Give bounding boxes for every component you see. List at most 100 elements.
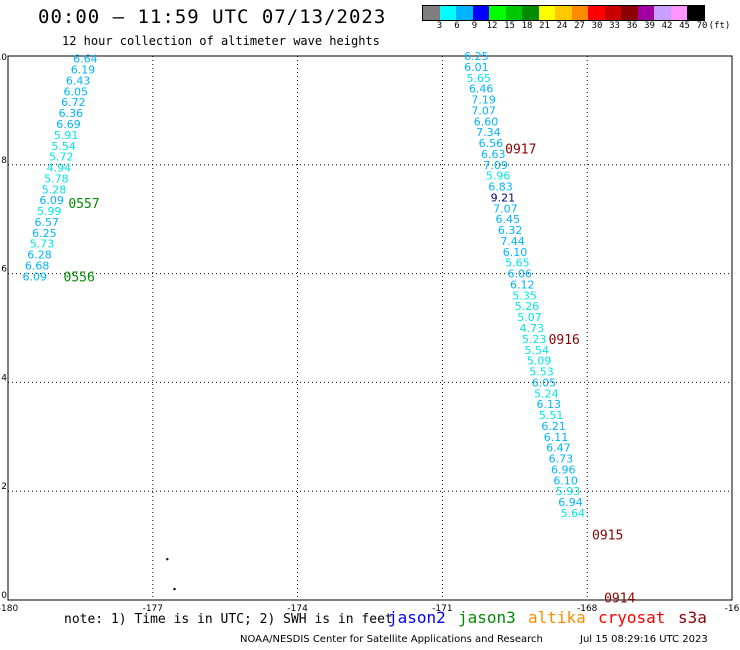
- swh-value-label: 5.99: [37, 205, 62, 218]
- swh-value-label: 5.64: [561, 507, 586, 520]
- color-scale-cell: [472, 6, 489, 20]
- swh-value-label: 6.94: [558, 496, 583, 509]
- color-scale-label: 27: [574, 21, 585, 31]
- x-tick-label: -180: [0, 604, 18, 614]
- swh-value-label: 6.47: [546, 442, 571, 455]
- mission-legend-item: cryosat: [598, 608, 666, 627]
- swh-value-label: 5.54: [51, 140, 76, 153]
- swh-value-label: 7.07: [493, 202, 517, 215]
- swh-value-label: 6.10: [553, 474, 578, 487]
- swh-value-label: 6.12: [510, 278, 535, 291]
- swh-value-label: 4.94: [47, 162, 72, 175]
- swh-value-label: 6.06: [508, 268, 533, 281]
- x-tick-label: -171: [432, 604, 452, 614]
- x-tick-label: -168: [577, 604, 598, 614]
- swh-value-label: 6.56: [479, 137, 504, 150]
- swh-value-label: 6.69: [56, 118, 80, 131]
- color-scale-cell: [604, 6, 621, 20]
- swh-value-label: 6.28: [27, 249, 52, 262]
- swh-value-label: 4.73: [520, 322, 545, 335]
- swh-value-label: 5.24: [534, 387, 559, 400]
- swh-value-label: 6.09: [22, 270, 47, 283]
- swh-value-label: 5.51: [539, 409, 564, 422]
- swh-value-label: 6.36: [59, 107, 84, 120]
- swh-value-label: 6.96: [551, 463, 576, 476]
- color-scale-labels: 3 6 9 12 15 18 21 24 27 30 33 36 39 42 45 70 (ft): [422, 21, 732, 33]
- swh-value-label: 9.21: [491, 191, 515, 204]
- color-scale-cell: [522, 6, 539, 20]
- mission-legend-item: altika: [528, 608, 586, 627]
- color-scale-label: (ft): [708, 21, 731, 31]
- pass-time-label: 0917: [505, 142, 536, 157]
- swh-value-label: 5.65: [467, 72, 492, 85]
- swh-value-label: 6.05: [532, 376, 557, 389]
- swh-value-label: 6.57: [35, 216, 60, 229]
- swh-value-label: 6.64: [73, 53, 98, 66]
- swh-value-label: 6.45: [495, 213, 520, 226]
- swh-value-label: 6.21: [541, 420, 566, 433]
- stray-point: [173, 587, 176, 591]
- swh-value-label: 6.46: [469, 83, 494, 96]
- color-scale-cell: [555, 6, 572, 20]
- swh-value-label: 6.25: [32, 227, 57, 240]
- pass-time-label: 0915: [592, 529, 623, 544]
- plot-frame: [7, 55, 733, 601]
- color-scale-label: 24: [556, 21, 568, 31]
- y-tick-label: 2: [1, 482, 7, 492]
- swh-value-label: 5.91: [54, 129, 79, 142]
- swh-value-label: 5.78: [44, 172, 68, 185]
- color-scale-cell: [637, 6, 654, 20]
- color-scale-label: 36: [626, 21, 638, 31]
- color-scale-label: 39: [644, 21, 655, 31]
- color-scale-label: 30: [591, 21, 603, 31]
- pass-time-label: 0557: [68, 197, 99, 212]
- swh-value-label: 6.09: [39, 194, 64, 207]
- pass-time-label: 0556: [64, 270, 95, 285]
- color-scale-cell: [571, 6, 588, 20]
- x-tick-label: -177: [143, 604, 163, 614]
- y-tick-label: 10: [0, 53, 7, 63]
- credit-text: NOAA/NESDIS Center for Satellite Applica…: [240, 634, 543, 645]
- chart-title: 00:00 – 11:59 UTC 07/13/2023: [38, 6, 387, 28]
- swh-value-label: 5.65: [505, 257, 530, 270]
- pass-time-label: 0914: [604, 591, 635, 606]
- swh-value-label: 5.26: [515, 300, 540, 313]
- units-note: note: 1) Time is in UTC; 2) SWH is in fe…: [64, 612, 393, 627]
- stray-point: [166, 558, 169, 561]
- y-tick-label: 6: [1, 265, 7, 275]
- swh-value-label: 7.07: [471, 104, 496, 117]
- swh-value-label: 5.53: [529, 366, 554, 379]
- color-scale-bar: [422, 5, 705, 21]
- swh-value-label: 6.25: [464, 50, 489, 63]
- color-scale-cell: [456, 6, 473, 20]
- color-scale-cell: [687, 6, 704, 20]
- swh-value-label: 7.19: [471, 94, 496, 107]
- swh-value-label: 5.96: [486, 170, 511, 183]
- swh-value-label: 7.34: [476, 126, 501, 139]
- y-tick-label: 4: [1, 373, 7, 383]
- color-scale-label: 12: [486, 21, 498, 31]
- color-scale-label: 33: [609, 21, 620, 31]
- x-tick-label: -16: [725, 604, 740, 614]
- swh-value-label: 5.54: [524, 344, 549, 357]
- y-tick-label: 8: [1, 156, 7, 166]
- swh-value-label: 5.09: [527, 355, 552, 368]
- color-scale-cell: [538, 6, 555, 20]
- chart-subtitle: 12 hour collection of altimeter wave hei…: [62, 34, 380, 48]
- color-scale-cell: [621, 6, 638, 20]
- pass-time-label: 0916: [549, 333, 580, 348]
- swh-value-label: 6.13: [537, 398, 562, 411]
- swh-value-label: 6.19: [71, 64, 96, 77]
- swh-value-label: 7.44: [500, 235, 525, 248]
- swh-value-label: 6.11: [544, 431, 569, 444]
- color-scale-cell: [489, 6, 506, 20]
- swh-value-label: 6.10: [503, 246, 528, 259]
- color-scale-cell: [423, 6, 440, 20]
- mission-legend-item: jason2: [388, 608, 446, 627]
- swh-value-label: 6.43: [66, 74, 91, 87]
- swh-value-label: 5.73: [30, 238, 55, 251]
- color-scale-label: 9: [471, 21, 478, 31]
- swh-value-label: 7.09: [483, 159, 508, 172]
- swh-value-label: 6.83: [488, 181, 512, 194]
- generation-timestamp: Jul 15 08:29:16 UTC 2023: [580, 634, 708, 645]
